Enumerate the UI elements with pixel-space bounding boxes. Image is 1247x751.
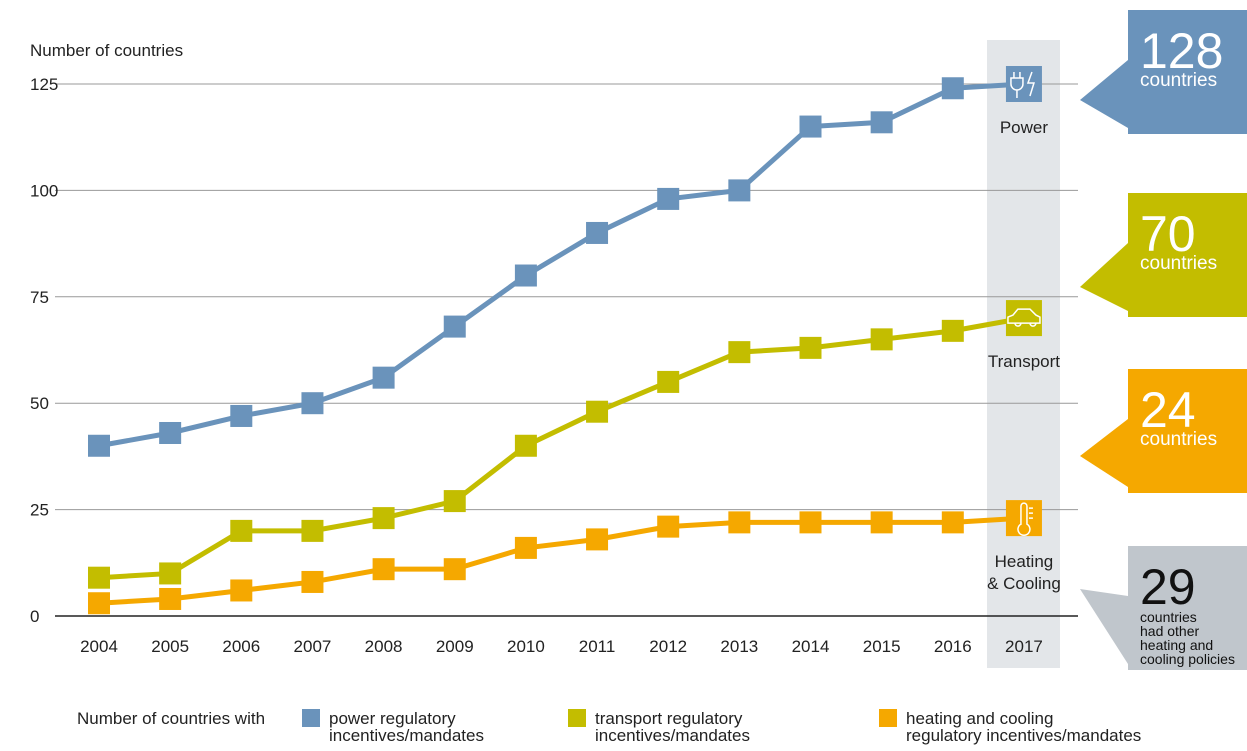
data-marker	[443, 490, 466, 513]
series-label: Power	[1000, 118, 1049, 137]
data-marker	[1005, 500, 1042, 537]
data-marker	[870, 511, 893, 534]
data-marker	[372, 507, 395, 530]
data-marker	[586, 221, 609, 244]
x-tick-label: 2017	[1005, 637, 1043, 656]
data-marker	[88, 566, 110, 589]
callout-value: 29	[1140, 559, 1196, 615]
data-marker	[88, 434, 110, 457]
data-marker	[443, 558, 466, 581]
callout-value: 70	[1140, 206, 1196, 262]
x-tick-label: 2004	[80, 637, 118, 656]
y-tick-label: 100	[30, 181, 58, 200]
data-marker	[799, 336, 822, 359]
y-tick-label: 0	[30, 607, 39, 626]
highlight-band	[987, 40, 1060, 668]
callout-box	[1128, 546, 1247, 670]
callout-value: 128	[1140, 23, 1223, 79]
data-marker	[941, 77, 964, 100]
legend-swatch	[568, 709, 586, 727]
series-line	[98, 81, 1025, 449]
y-tick-label: 50	[30, 394, 49, 413]
x-tick-label: 2006	[222, 637, 260, 656]
x-tick-label: 2013	[720, 637, 758, 656]
callout-value: 24	[1140, 382, 1196, 438]
data-marker	[799, 511, 822, 534]
data-marker	[301, 519, 324, 542]
series-line	[98, 515, 1025, 606]
x-tick-label: 2016	[934, 637, 972, 656]
series-line	[98, 315, 1025, 581]
callout-unit: countries	[1140, 70, 1217, 91]
data-marker	[301, 392, 324, 415]
legend-title: Number of countries with	[77, 709, 265, 728]
data-marker	[870, 328, 893, 351]
callout-pointer	[1080, 419, 1128, 487]
icon-glyph	[1017, 502, 1033, 537]
data-marker	[799, 115, 822, 138]
x-tick-label: 2009	[436, 637, 474, 656]
series-label: Transport	[988, 352, 1060, 371]
x-tick-label: 2012	[649, 637, 687, 656]
data-marker	[657, 187, 680, 210]
series-label: Heating & Cooling	[987, 552, 1061, 593]
callout-unit: countries	[1140, 253, 1217, 274]
data-marker	[514, 536, 537, 559]
legend-label: heating and cooling regulatory incentives…	[906, 709, 1141, 745]
callout-pointer	[1080, 243, 1128, 311]
data-marker	[1005, 66, 1042, 102]
callout-box	[1128, 193, 1247, 317]
data-marker	[1005, 300, 1042, 337]
data-marker	[372, 366, 395, 389]
callout-box	[1128, 10, 1247, 134]
data-marker	[159, 562, 182, 585]
y-axis-label: Number of countries	[30, 41, 183, 60]
data-marker	[159, 587, 182, 610]
data-marker	[372, 558, 395, 581]
legend-label: transport regulatory incentives/mandates	[595, 709, 750, 745]
legend-label: power regulatory incentives/mandates	[329, 709, 484, 745]
data-marker	[657, 515, 680, 538]
data-marker	[514, 434, 537, 457]
x-tick-label: 2015	[863, 637, 901, 656]
y-tick-label: 75	[30, 288, 49, 307]
callout-unit: countries had other heating and cooling pol…	[1140, 609, 1235, 667]
data-marker	[728, 341, 751, 364]
data-marker	[586, 400, 609, 423]
data-marker	[728, 511, 751, 534]
data-marker	[88, 592, 110, 615]
legend-swatch	[302, 709, 320, 727]
x-tick-label: 2014	[792, 637, 830, 656]
grid	[55, 83, 1078, 617]
data-marker	[728, 179, 751, 202]
data-marker	[941, 319, 964, 342]
data-marker	[443, 315, 466, 338]
callout-pointer	[1080, 589, 1128, 664]
data-marker	[657, 370, 680, 393]
data-marker	[159, 421, 182, 444]
data-marker	[514, 264, 537, 287]
callout-pointer	[1080, 60, 1128, 128]
x-tick-label: 2005	[151, 637, 189, 656]
data-marker	[941, 511, 964, 534]
icon-glyph	[1010, 71, 1035, 98]
data-marker	[230, 519, 253, 542]
callout-box	[1128, 369, 1247, 493]
icon-glyph	[1007, 308, 1041, 327]
x-tick-label: 2008	[365, 637, 403, 656]
y-tick-label: 125	[30, 75, 58, 94]
data-marker	[301, 570, 324, 593]
data-marker	[230, 579, 253, 602]
data-marker	[870, 111, 893, 134]
y-tick-label: 25	[30, 501, 49, 520]
data-marker	[230, 404, 253, 427]
legend-swatch	[879, 709, 897, 727]
x-tick-label: 2010	[507, 637, 545, 656]
x-tick-label: 2011	[579, 637, 616, 656]
data-marker	[586, 528, 609, 551]
callout-unit: countries	[1140, 429, 1217, 450]
x-tick-label: 2007	[294, 637, 332, 656]
